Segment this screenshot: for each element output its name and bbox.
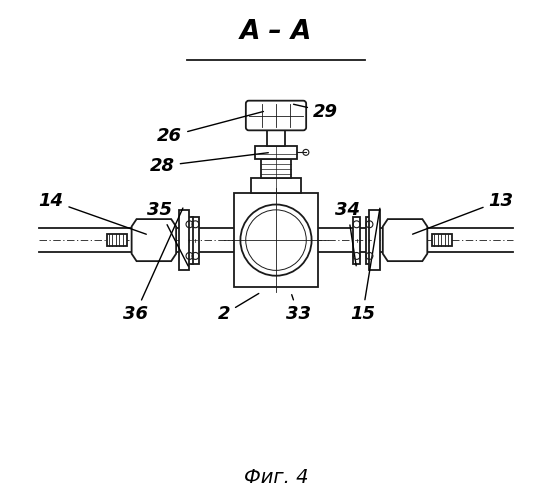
Bar bbox=[234, 193, 318, 287]
Bar bbox=[366, 216, 373, 264]
Bar bbox=[255, 146, 297, 158]
Bar bbox=[192, 216, 199, 264]
Bar bbox=[432, 234, 452, 246]
Text: 29: 29 bbox=[294, 102, 338, 120]
Text: А – А: А – А bbox=[240, 20, 312, 46]
Text: 33: 33 bbox=[286, 294, 311, 324]
Bar bbox=[251, 178, 301, 193]
Bar bbox=[107, 234, 126, 246]
Bar bbox=[261, 158, 291, 178]
Text: 2: 2 bbox=[218, 294, 259, 324]
Bar bbox=[186, 216, 193, 264]
Text: 35: 35 bbox=[147, 202, 188, 266]
Text: 26: 26 bbox=[157, 112, 263, 146]
FancyBboxPatch shape bbox=[246, 100, 306, 130]
Text: 34: 34 bbox=[335, 202, 360, 266]
Text: 28: 28 bbox=[150, 152, 268, 175]
Bar bbox=[179, 210, 189, 270]
Text: 14: 14 bbox=[39, 192, 146, 234]
Bar bbox=[369, 210, 380, 270]
Text: 15: 15 bbox=[350, 208, 380, 324]
Text: Фиг. 4: Фиг. 4 bbox=[244, 468, 308, 487]
Polygon shape bbox=[383, 219, 427, 261]
Bar bbox=[353, 216, 360, 264]
Polygon shape bbox=[131, 219, 176, 261]
Bar bbox=[267, 128, 285, 146]
Text: 36: 36 bbox=[123, 208, 183, 324]
Text: 13: 13 bbox=[412, 192, 513, 234]
Ellipse shape bbox=[131, 219, 176, 261]
